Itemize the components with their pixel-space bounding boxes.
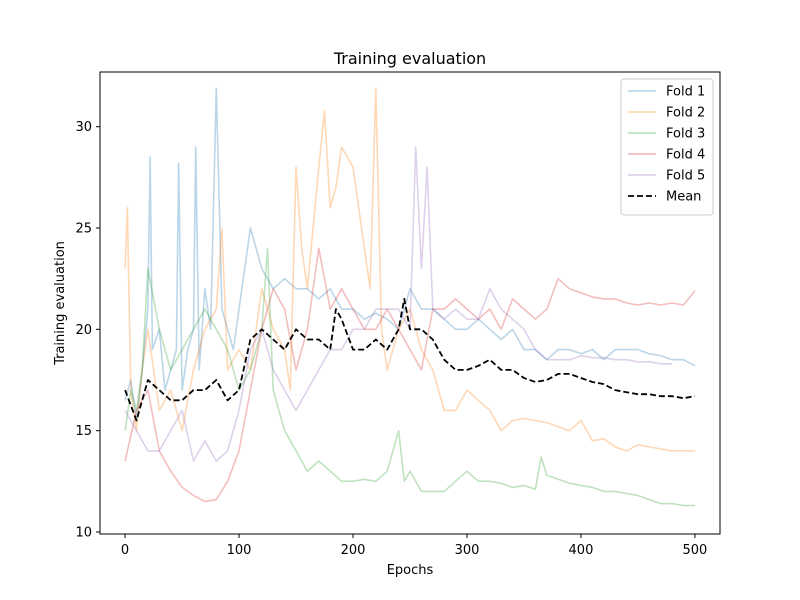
series-line-fold-1 [124, 87, 696, 422]
chart-title: Training evaluation [333, 49, 486, 68]
x-tick-label: 400 [569, 543, 594, 558]
plot-area [124, 87, 696, 507]
legend: Fold 1 Fold 2 Fold 3 Fold 4 Fold 5 Mean [620, 78, 714, 216]
series-line-fold-2 [124, 87, 695, 452]
x-tick-label: 200 [341, 543, 366, 558]
legend-label: Fold 2 [666, 106, 705, 121]
legend-box [620, 78, 714, 216]
series-line-fold-3 [124, 247, 695, 507]
y-tick-label: 25 [75, 222, 92, 237]
y-axis: 10 15 20 25 30 [75, 120, 100, 540]
series-line-fold-4 [124, 247, 696, 503]
x-axis: 0 100 200 300 400 500 [121, 534, 707, 558]
y-tick-label: 10 [75, 525, 92, 540]
y-tick-label: 15 [75, 424, 92, 439]
x-tick-label: 100 [227, 543, 252, 558]
plot-frame [99, 71, 721, 535]
legend-label: Fold 3 [666, 127, 705, 142]
legend-label: Fold 5 [666, 169, 705, 184]
x-tick-label: 300 [455, 543, 480, 558]
x-tick-label: 0 [121, 543, 129, 558]
legend-label: Mean [666, 190, 701, 205]
legend-label: Fold 1 [666, 85, 705, 100]
legend-label: Fold 4 [666, 148, 705, 163]
x-tick-label: 500 [683, 543, 708, 558]
y-axis-label: Training evaluation [53, 241, 68, 366]
x-axis-label: Epochs [387, 563, 434, 578]
y-tick-label: 20 [75, 323, 92, 338]
series-line-mean [124, 297, 696, 422]
y-tick-label: 30 [75, 120, 92, 135]
